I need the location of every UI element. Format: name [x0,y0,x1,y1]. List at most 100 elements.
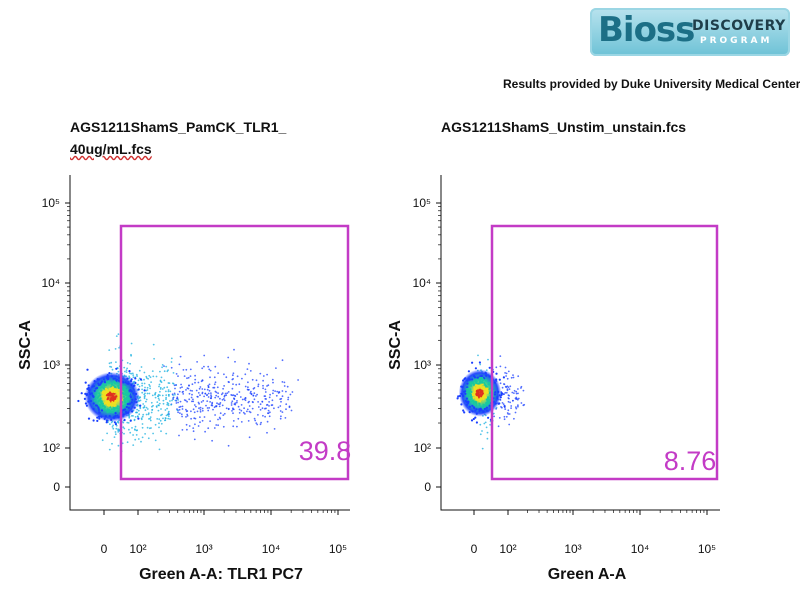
plot1-event-dot [222,398,225,400]
plot1-event-dot [203,354,206,357]
plot1-event-dot [209,376,211,379]
plot1-ytick-label: 10³ [43,358,60,372]
plot1-event-dot [179,412,181,414]
plot1-event-dot [167,382,170,384]
plot1-event-dot [186,428,188,431]
plot1-event-dot [104,391,107,395]
plot1-event-dot [115,335,118,337]
plot1-event-dot [143,378,145,381]
plot1-event-dot [244,373,247,376]
plot2-event-dot [476,386,479,389]
plot1-event-dot [203,388,206,391]
plot1-event-dot [101,439,104,442]
plot1-event-dot [146,408,149,410]
plot1-event-dot [128,375,131,378]
plot1-event-dot [185,416,187,418]
plot1-event-dot [133,428,136,431]
plot2-event-dot [478,361,481,364]
plot1-event-dot [190,417,193,420]
plot1-event-dot [189,368,192,371]
plot1-event-dot [175,384,177,386]
plot2-event-dot [482,410,485,413]
plot2-event-dot [488,366,491,369]
plot2-event-dot [475,412,478,415]
plot1-event-dot [206,400,209,402]
plot2-event-dot [508,413,511,415]
plot1-event-dot [139,404,142,407]
plot1-event-dot [261,407,264,410]
plot1-event-dot [193,417,196,420]
plot2-event-dot [495,378,498,381]
plot1-event-dot [84,381,87,384]
logo-bioss-text: Bioss [598,10,695,50]
plot2-event-dot [509,385,512,388]
plot2-event-dot [498,378,501,381]
plot1-event-dot [198,402,201,405]
plot1-event-dot [112,402,115,405]
plot1-event-dot [115,427,118,430]
plot2-event-dot [520,402,523,404]
plot2-event-dot [505,391,508,394]
plot1-event-dot [262,384,264,387]
plot1-event-dot [100,389,103,392]
plot1-event-dot [105,402,108,405]
plot1-event-dot [92,402,95,405]
plot1-event-dot [113,421,116,424]
plot1-event-dot [160,422,163,425]
plot2-event-dot [499,382,502,385]
plot1-event-dot [217,418,219,421]
plot1-event-dot [163,370,166,373]
plot1-event-dot [194,374,197,377]
plot1-event-dot [146,386,149,389]
plot1-event-dot [264,398,267,400]
plot1-event-dot [234,395,237,397]
plot1-event-dot [213,383,216,386]
plot1-event-dot [252,387,255,390]
plot2-event-dot [508,388,511,390]
plot2: SSC-A Green A-A 0 10² 10³ 10⁴ 10⁵ 10⁵ 10⁴ 10³ 10… [387,175,720,583]
plot2-event-dot [520,387,522,389]
plot1-event-dot [133,406,136,409]
plot2-event-dot [485,388,488,391]
plot1-event-dot [108,349,111,351]
plot1-event-dot [160,376,163,379]
plot1-event-dot [157,395,160,398]
plot1-event-dot [160,430,162,433]
plot1-event-dot [225,407,228,410]
plot2-event-dot [479,363,482,366]
plot1-event-dot [213,386,216,389]
plot2-event-dot [507,400,510,403]
plot1-event-dot [173,384,176,387]
plot2-event-dot [497,425,500,428]
plot1-event-dot [260,421,262,424]
plot2-xtick-label: 10⁵ [698,542,716,556]
plot1-event-dot [134,398,137,401]
plot1-event-dot [205,404,207,407]
plot1-event-dot [128,416,131,419]
plot1-event-dot [247,381,249,384]
plot1-event-dot [110,383,114,386]
plot2-event-dot [505,372,508,375]
plot1-event-dot [167,413,169,416]
plot2-event-dot [471,410,474,413]
plot1-event-dot [186,413,189,416]
plot1: SSC-A Green A-A: TLR1 PC7 0 10² 10³ 10⁴ 10⁵ 1… [17,175,351,583]
plot1-event-dot [87,400,90,403]
plot2-event-dot [486,437,489,440]
plot1-event-dot [152,343,155,346]
plot1-event-dot [151,370,154,372]
plot1-event-dot [201,367,204,370]
plot1-event-dot [281,411,284,413]
plot1-event-dot [111,426,114,428]
plot1-event-dot [259,403,262,406]
plot2-event-dot [485,406,488,409]
plot1-event-dot [117,421,120,424]
plot2-ytick-label: 10⁴ [412,276,431,290]
plot1-event-dot [221,392,224,394]
plot1-event-dot [240,421,243,423]
plot1-event-dot [227,391,230,393]
plot2-event-dot [485,409,488,412]
plot1-event-dot [297,379,299,381]
plot1-event-dot [267,409,270,412]
plot2-event-dot [481,406,484,409]
